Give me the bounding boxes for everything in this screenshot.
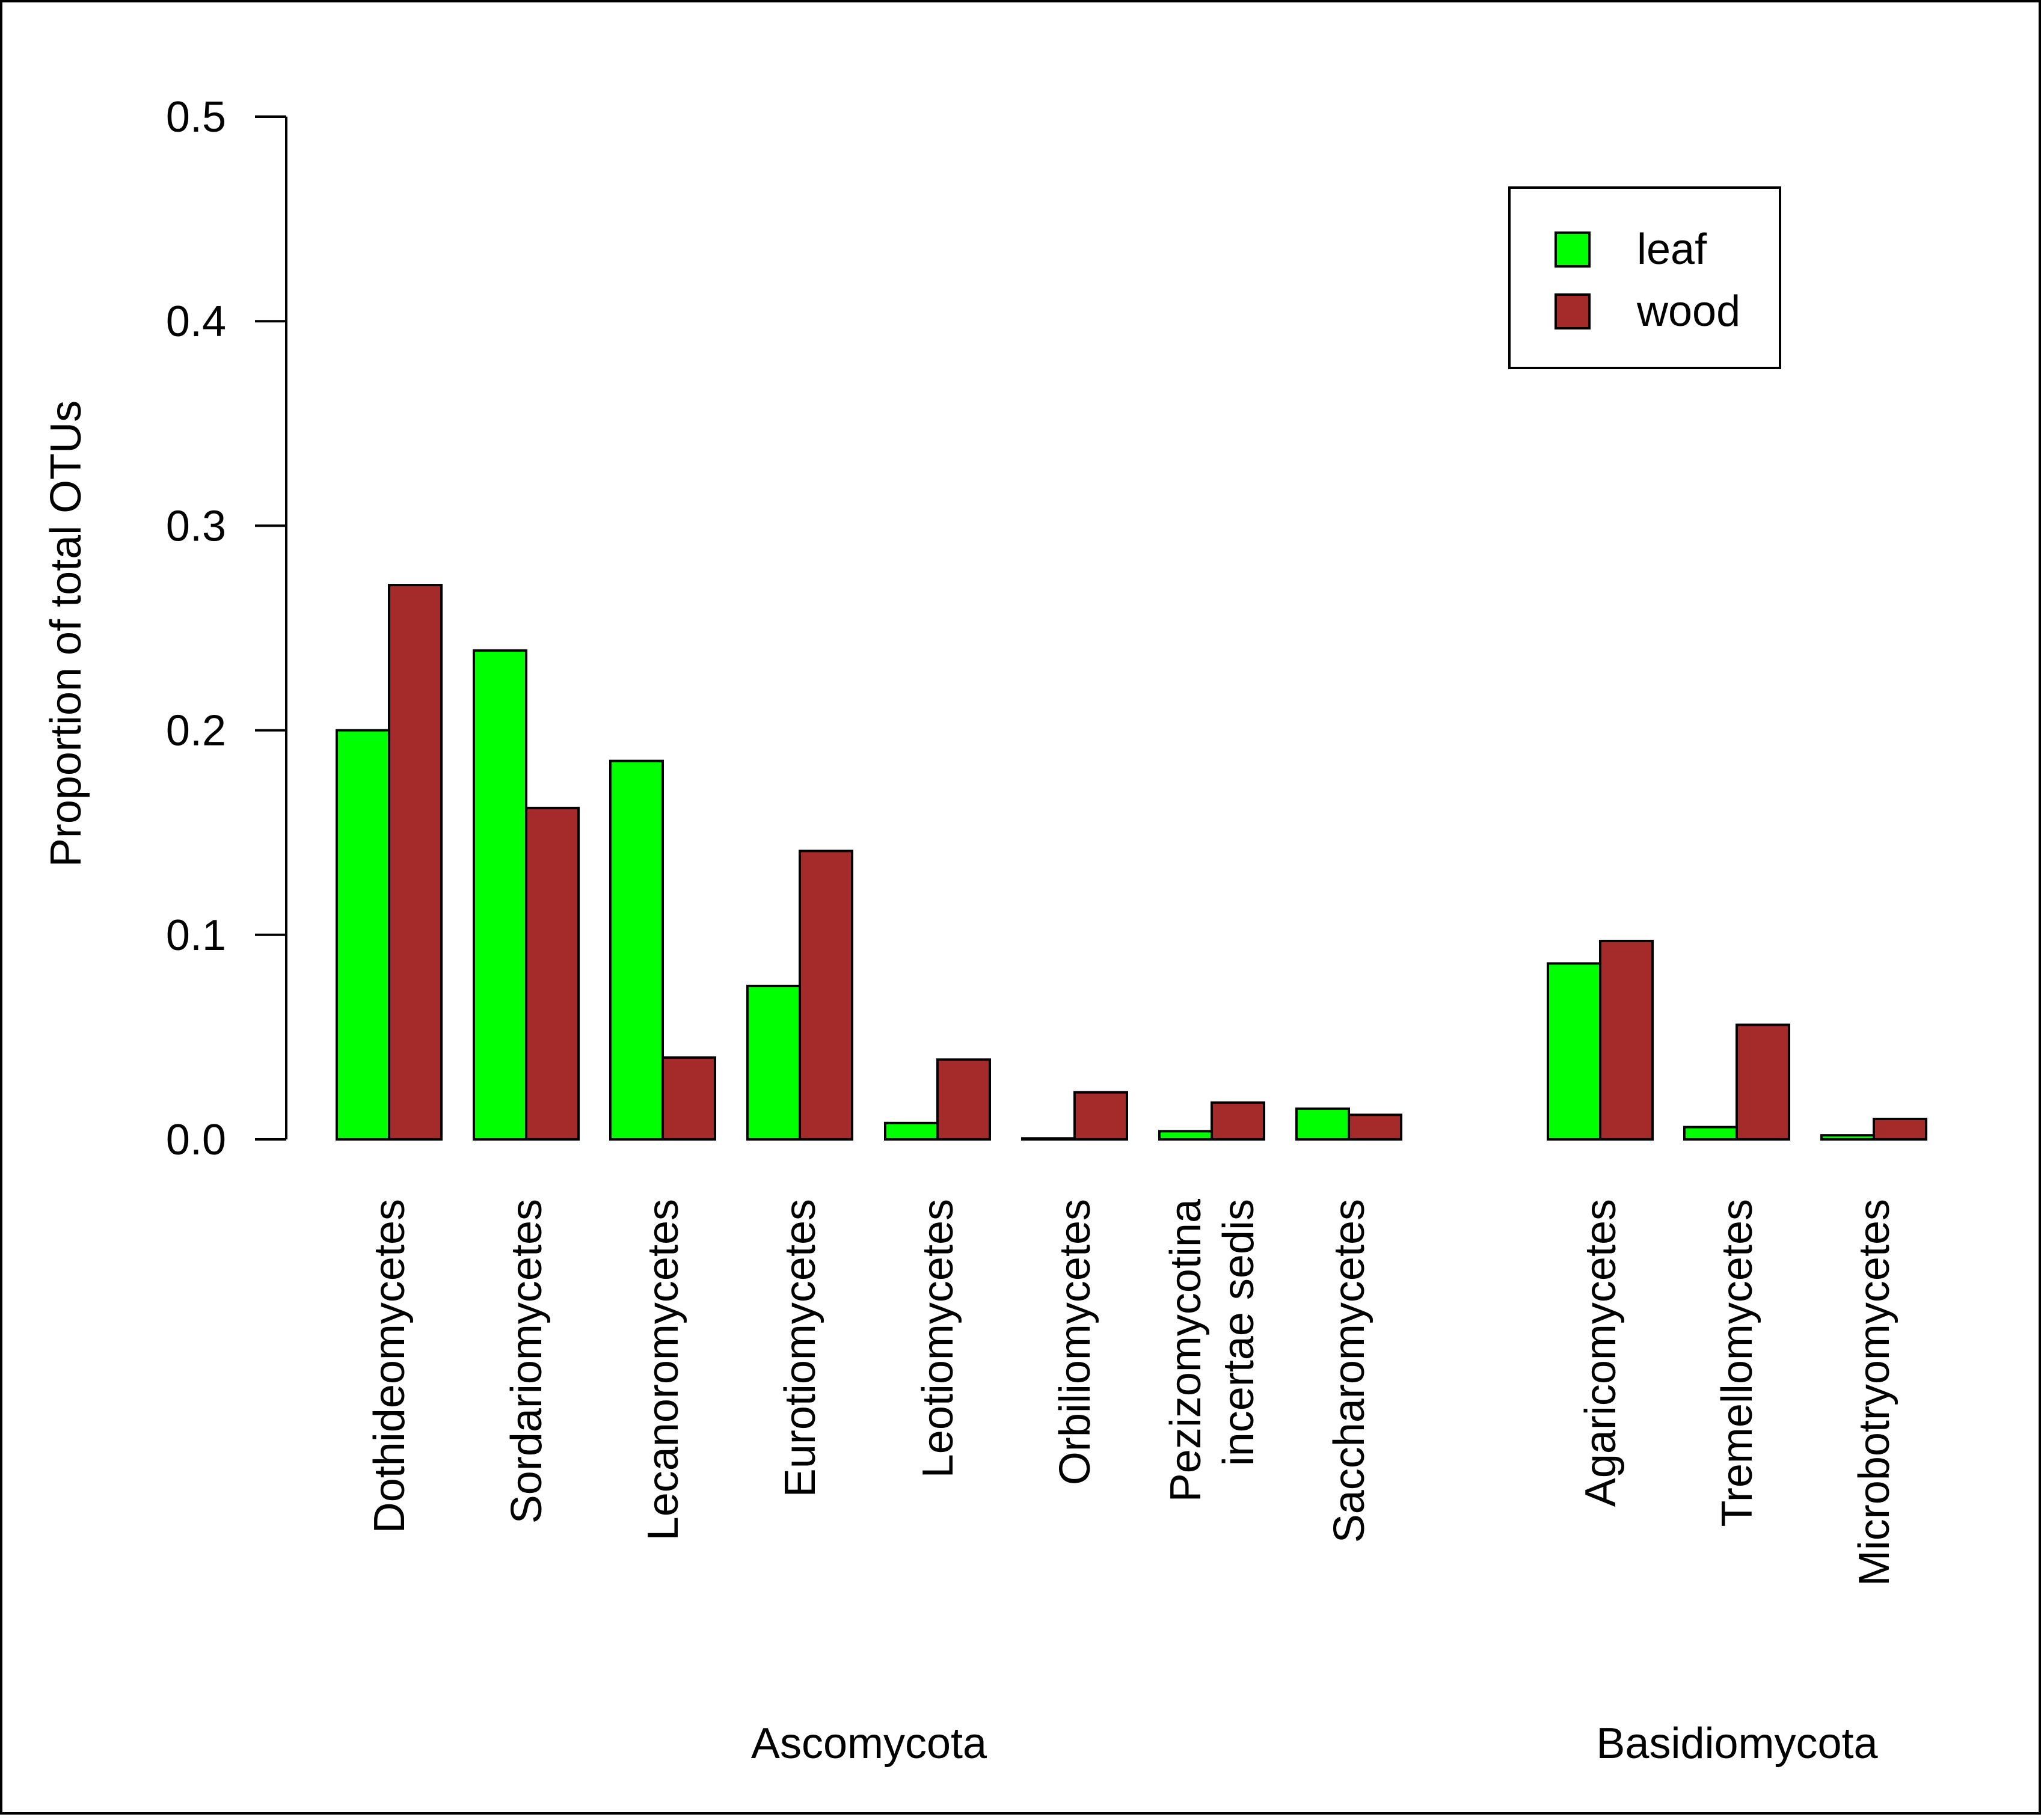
x-tick-label: Microbotryomycetes <box>1850 1199 1898 1586</box>
y-tick-label: 0.4 <box>166 298 226 346</box>
y-tick-label: 0.5 <box>166 93 226 141</box>
x-tick-label: Agaricomycetes <box>1577 1199 1625 1507</box>
y-tick-label: 0.0 <box>166 1116 226 1164</box>
group-labels: Ascomycota Basidiomycota <box>751 1720 1879 1768</box>
bar-wood <box>1599 940 1654 1141</box>
bar-leaf <box>746 984 801 1141</box>
x-tick-label: Tremellomycetes <box>1713 1199 1761 1527</box>
y-axis-label: Proportion of total OTUs <box>42 400 90 867</box>
x-tick-label: Lecanoromycetes <box>639 1199 687 1540</box>
x-tick-labels: Dothideomycetes Sordariomycetes Lecanoromy… <box>366 1198 1898 1586</box>
y-tick-label: 0.1 <box>166 912 226 960</box>
bar-leaf <box>609 759 664 1141</box>
y-tick-label: 0.3 <box>166 502 226 550</box>
bar-wood <box>1073 1091 1128 1141</box>
x-tick-label: incertae sedis <box>1215 1199 1263 1466</box>
group-label: Basidiomycota <box>1596 1720 1878 1768</box>
x-tick-label: Dothideomycetes <box>366 1199 414 1533</box>
bar-leaf <box>884 1121 939 1141</box>
x-tick-label: Eurotiomycetes <box>776 1199 824 1497</box>
bar-leaf <box>473 649 527 1141</box>
x-tick-label: Pezizomycotina <box>1162 1198 1210 1502</box>
group-label: Ascomycota <box>751 1720 987 1768</box>
bar-leaf <box>1547 962 1601 1141</box>
legend: leaf wood <box>1508 186 1781 369</box>
bar-wood <box>799 850 853 1141</box>
legend-label-leaf: leaf <box>1637 225 1707 274</box>
bar-wood <box>1211 1101 1265 1141</box>
bar-wood <box>1873 1117 1927 1141</box>
y-tick-label: 0.2 <box>166 707 226 755</box>
bar-wood <box>936 1058 991 1141</box>
bar-leaf <box>1820 1134 1875 1141</box>
bar-wood <box>1736 1023 1790 1141</box>
y-axis: 0.0 0.1 0.2 0.3 0.4 0.5 <box>166 93 287 1164</box>
x-tick-label: Sordariomycetes <box>503 1199 551 1524</box>
bars <box>336 584 1927 1141</box>
bar-wood <box>661 1056 716 1141</box>
legend-swatch-wood <box>1555 293 1591 329</box>
x-tick-label: Orbiliomycetes <box>1051 1199 1099 1485</box>
x-tick-label: Leotiomycetes <box>914 1199 962 1478</box>
legend-swatch-leaf <box>1555 231 1591 268</box>
bar-leaf <box>1021 1137 1076 1141</box>
bar-wood <box>525 806 580 1141</box>
bar-leaf <box>336 729 390 1141</box>
bar-leaf <box>1683 1126 1738 1141</box>
bar-wood <box>1348 1114 1402 1141</box>
x-tick-label: Saccharomycetes <box>1325 1199 1373 1543</box>
bar-wood <box>388 584 443 1141</box>
bar-leaf <box>1158 1130 1213 1141</box>
legend-box <box>1508 186 1781 369</box>
bar-leaf <box>1295 1107 1350 1141</box>
legend-label-wood: wood <box>1636 287 1740 336</box>
